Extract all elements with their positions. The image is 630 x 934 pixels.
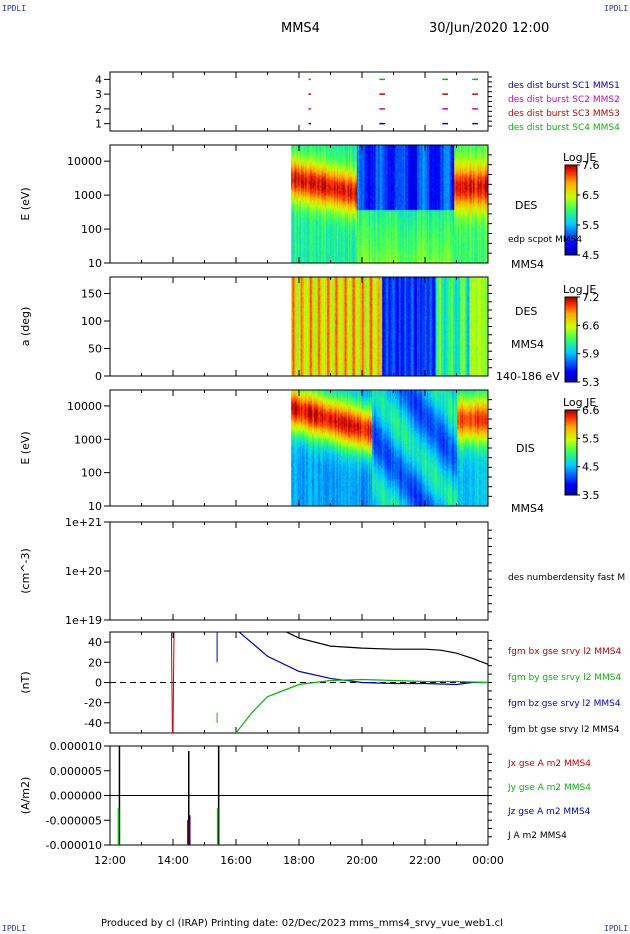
spacecraft-title: MMS4 — [281, 21, 320, 36]
burst-legend-entry: des dist burst SC3 MMS3 — [508, 109, 620, 119]
dis-energy-spectrogram — [291, 390, 488, 506]
corner-label-bottom-right: IPDLI — [604, 924, 629, 933]
des-pitch-ytick-label: 0 — [95, 370, 102, 383]
des-energy-side-label: DES — [515, 199, 537, 212]
density-panel-frame — [109, 521, 489, 621]
des-energy-colorbar-tick-label: 4.5 — [582, 249, 600, 262]
dis-energy-colorbar-tick-label: 5.5 — [582, 432, 600, 445]
dis-energy-colorbar-tick-label: 6.6 — [582, 404, 600, 417]
des-energy-colorbar-tick-label: 7.6 — [582, 159, 600, 172]
x-axis-tick-label: 14:00 — [157, 854, 189, 867]
corner-label-top-right: IPDLI — [604, 4, 629, 13]
des-pitch-ytick-label: 150 — [81, 288, 102, 301]
density-panel-ytick-label: 1e+19 — [65, 614, 102, 627]
current-legend-entry: Jx gse A m2 MMS4 — [507, 759, 591, 769]
des-pitch-colorbar-tick-label: 5.9 — [582, 348, 600, 361]
fgm-legend-entry: fgm bt gse srvy l2 MMS4 — [508, 725, 620, 735]
datetime-title: 30/Jun/2020 12:00 — [429, 21, 550, 36]
fgm-bz-line — [238, 631, 488, 686]
dis-energy-ytick-label: 10 — [88, 500, 102, 513]
dis-energy-colorbar-tick-label: 4.5 — [582, 461, 600, 474]
burst-panel-ytick-label: 3 — [95, 88, 102, 101]
dis-energy-ytick-label: 1000 — [74, 433, 102, 446]
burst-panel-ytick-label: 2 — [95, 103, 102, 116]
des-pitch-colorbar-tick-label: 6.6 — [582, 319, 600, 332]
fgm-bx-spike — [172, 631, 175, 734]
x-axis-tick-label: 20:00 — [346, 854, 378, 867]
current-panel-ytick-label: 0.000010 — [50, 740, 103, 753]
fgm-bt-line — [286, 631, 489, 665]
des-energy-colorbar-title: Log JE — [563, 151, 596, 164]
fgm-panel-ytick-label: -40 — [84, 717, 102, 730]
dis-energy-ytick-label: 100 — [81, 467, 102, 480]
x-axis-tick-label: 00:00 — [472, 854, 504, 867]
des-energy-ytick-label: 10000 — [67, 155, 102, 168]
des-pitch-side-label: DES — [515, 305, 537, 318]
des-pitch-ytick-label: 100 — [81, 315, 102, 328]
corner-label-bottom-left: IPDLI — [2, 924, 27, 933]
dis-energy-extra-label: MMS4 — [511, 502, 544, 515]
fgm-legend-entry: fgm bz gse srvy l2 MMS4 — [508, 699, 621, 709]
des-energy-spectrogram — [291, 145, 488, 263]
dis-energy-colorbar-title: Log JE — [563, 396, 596, 409]
current-panel-ylabel: (A/m2) — [19, 777, 32, 815]
current-legend-entry: J A m2 MMS4 — [507, 831, 567, 841]
des-energy-colorbar-tick-label: 6.5 — [582, 189, 600, 202]
fgm-panel-ytick-label: 0 — [95, 677, 102, 690]
x-axis-tick-label: 22:00 — [409, 854, 441, 867]
corner-label-top-left: IPDLI — [2, 4, 27, 13]
dis-energy-ytick-label: 10000 — [67, 400, 102, 413]
des-pitch-ylabel: a (deg) — [19, 307, 32, 347]
footer-credits: Produced by cl (IRAP) Printing date: 02/… — [101, 918, 503, 929]
burst-panel-frame — [109, 71, 489, 132]
burst-legend-entry: des dist burst SC4 MMS4 — [508, 123, 620, 133]
current-panel-ytick-label: 0.000005 — [50, 765, 103, 778]
des-energy-ytick-label: 100 — [81, 223, 102, 236]
fgm-legend-entry: fgm by gse srvy l2 MMS4 — [508, 673, 621, 683]
current-legend-entry: Jy gse A m2 MMS4 — [507, 783, 591, 793]
des-energy-extra-label: edp scpot MMS4 — [508, 235, 582, 245]
current-panel-ytick-label: 0.000000 — [50, 790, 103, 803]
density-panel-ytick-label: 1e+20 — [65, 565, 102, 578]
des-pitch-colorbar-tick-label: 7.2 — [582, 291, 600, 304]
des-pitch-spectrogram — [291, 277, 488, 376]
fgm-panel-ytick-label: -20 — [84, 697, 102, 710]
des-pitch-colorbar-tick-label: 5.3 — [582, 376, 600, 389]
fgm-panel-ytick-label: 20 — [88, 656, 102, 669]
fgm-by-line — [235, 678, 489, 734]
dis-energy-side-label: DIS — [516, 442, 535, 455]
current-legend-entry: Jz gse A m2 MMS4 — [507, 807, 591, 817]
dis-energy-colorbar-tick-label: 3.5 — [582, 489, 600, 502]
x-axis-tick-label: 16:00 — [220, 854, 252, 867]
des-energy-ytick-label: 10 — [88, 257, 102, 270]
des-pitch-colorbar-title: Log JE — [563, 283, 596, 296]
des-pitch-ytick-label: 50 — [88, 343, 102, 356]
des-pitch-colorbar — [564, 296, 578, 383]
des-energy-colorbar-tick-label: 5.5 — [582, 219, 600, 232]
density-legend-entry: des numberdensity fast M — [508, 573, 625, 583]
current-panel-ytick-label: -0.000010 — [46, 839, 102, 852]
burst-panel-ytick-label: 4 — [95, 73, 102, 86]
des-pitch-extra-label: MMS4 — [511, 338, 544, 351]
fgm-panel-ytick-label: 40 — [88, 636, 102, 649]
x-axis-tick-label: 12:00 — [94, 854, 126, 867]
fgm-panel-ylabel: (nT) — [19, 671, 32, 693]
current-panel-ytick-label: -0.000005 — [46, 814, 102, 827]
des-pitch-extra-label: 140-186 eV — [496, 370, 560, 383]
fgm-bx-spike — [170, 631, 173, 734]
des-energy-ytick-label: 1000 — [74, 189, 102, 202]
burst-panel-ytick-label: 1 — [95, 118, 102, 131]
burst-legend-entry: des dist burst SC1 MMS1 — [508, 81, 620, 91]
des-energy-colorbar — [564, 164, 578, 256]
fgm-legend-entry: fgm bx gse srvy l2 MMS4 — [508, 647, 621, 657]
dis-energy-ylabel: E (eV) — [19, 431, 32, 464]
dis-energy-colorbar — [564, 409, 578, 496]
density-panel-ylabel: (cm^-3) — [19, 548, 32, 594]
des-energy-ylabel: E (eV) — [19, 187, 32, 220]
x-axis-tick-label: 18:00 — [283, 854, 315, 867]
des-energy-extra-label: MMS4 — [511, 258, 544, 271]
density-panel-ytick-label: 1e+21 — [65, 516, 102, 529]
burst-legend-entry: des dist burst SC2 MMS2 — [508, 95, 620, 105]
